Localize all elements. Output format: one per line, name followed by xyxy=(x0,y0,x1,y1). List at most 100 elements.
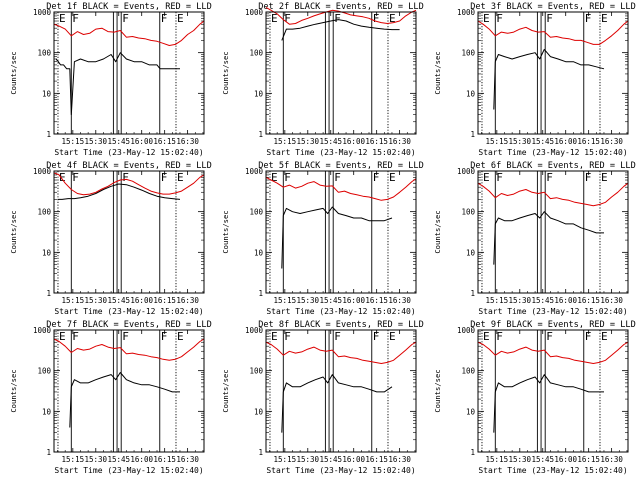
x-tick-label: 15:45 xyxy=(107,296,130,305)
x-tick-label: 16:00 xyxy=(342,455,365,464)
marker-label: F xyxy=(585,12,592,25)
y-tick-label: 1 xyxy=(46,448,51,457)
panel-det-5: Det 5f BLACK = Events, RED = LLD Counts/s… xyxy=(221,161,424,316)
x-tick-label: 15:30 xyxy=(84,455,107,464)
y-tick-label: 1 xyxy=(258,130,263,139)
x-tick-label: 15:30 xyxy=(508,455,531,464)
x-axis-label: Start Time (23-May-12 15:02:40) xyxy=(54,466,203,475)
x-tick-label: 16:30 xyxy=(176,455,199,464)
marker-label: F xyxy=(122,12,129,25)
panel-det-1: Det 1f BLACK = Events, RED = LLD Counts/s… xyxy=(9,2,212,157)
marker-label: F xyxy=(284,12,291,25)
x-axis-label: Start Time (23-May-12 15:02:40) xyxy=(266,466,415,475)
marker-label: F xyxy=(334,12,341,25)
plot-frame xyxy=(265,11,417,135)
x-tick-label: 16:15 xyxy=(153,296,176,305)
x-tick-label: 15:30 xyxy=(296,455,319,464)
y-tick-label: 1 xyxy=(46,289,51,298)
panel-det-6: Det 6f BLACK = Events, RED = LLD Counts/s… xyxy=(433,161,636,316)
marker-label: E xyxy=(59,12,66,25)
y-tick-label: 1 xyxy=(258,448,263,457)
y-tick-label: 100 xyxy=(249,49,263,58)
y-tick-label: 1000 xyxy=(457,8,476,17)
marker-label: F xyxy=(585,171,592,184)
marker-label: E xyxy=(389,330,396,343)
x-tick-label: 16:15 xyxy=(365,296,388,305)
marker-label: E xyxy=(271,12,278,25)
y-axis-label: Counts/sec xyxy=(9,51,18,94)
series-lld-line xyxy=(53,338,205,361)
series-lld-line xyxy=(53,20,205,46)
y-tick-label: 1000 xyxy=(457,167,476,176)
y-tick-label: 1 xyxy=(470,448,475,457)
y-tick-label: 1 xyxy=(470,289,475,298)
x-tick-label: 15:30 xyxy=(296,296,319,305)
x-tick-label: 16:30 xyxy=(600,455,623,464)
x-tick-label: 16:00 xyxy=(554,137,577,146)
series-events-line xyxy=(493,211,604,265)
marker-label: E xyxy=(59,330,66,343)
x-tick-label: 16:15 xyxy=(577,296,600,305)
series-events-line xyxy=(281,206,393,269)
x-tick-label: 15:30 xyxy=(508,296,531,305)
x-tick-label: 16:15 xyxy=(577,137,600,146)
x-tick-label: 16:30 xyxy=(600,137,623,146)
x-tick-label: 16:30 xyxy=(176,137,199,146)
x-tick-label: 15:45 xyxy=(531,455,554,464)
marker-label: F xyxy=(161,330,168,343)
series-events-line xyxy=(55,52,180,116)
series-events-line xyxy=(57,183,181,200)
series-events-line xyxy=(281,374,393,433)
series-events-line xyxy=(69,372,180,428)
marker-label: F xyxy=(496,330,503,343)
y-tick-label: 10 xyxy=(254,89,264,98)
x-axis-label: Start Time (23-May-12 15:02:40) xyxy=(478,466,627,475)
x-tick-label: 15:45 xyxy=(531,296,554,305)
x-tick-label: 15:30 xyxy=(296,137,319,146)
panel-title: Det 5f BLACK = Events, RED = LLD xyxy=(258,161,424,171)
plot-frame xyxy=(477,170,629,294)
y-tick-label: 10 xyxy=(42,89,52,98)
x-tick-label: 15:45 xyxy=(319,137,342,146)
series-lld-line xyxy=(265,176,417,201)
x-tick-label: 15:15 xyxy=(274,137,297,146)
marker-label: E xyxy=(177,330,184,343)
x-tick-label: 16:00 xyxy=(130,296,153,305)
x-tick-label: 16:30 xyxy=(176,296,199,305)
plot-frame xyxy=(265,329,417,453)
x-tick-label: 16:00 xyxy=(130,137,153,146)
y-tick-label: 100 xyxy=(461,367,475,376)
x-tick-label: 15:15 xyxy=(486,137,509,146)
marker-label: F xyxy=(161,12,168,25)
y-tick-label: 10 xyxy=(42,407,52,416)
marker-label: F xyxy=(334,330,341,343)
y-tick-label: 10 xyxy=(466,248,476,257)
x-tick-label: 16:30 xyxy=(388,296,411,305)
x-tick-label: 16:30 xyxy=(388,455,411,464)
y-axis-label: Counts/sec xyxy=(433,51,442,94)
x-tick-label: 15:15 xyxy=(274,296,297,305)
x-tick-label: 16:00 xyxy=(130,455,153,464)
x-tick-label: 16:30 xyxy=(600,296,623,305)
y-tick-label: 1 xyxy=(46,130,51,139)
marker-label: F xyxy=(585,330,592,343)
y-tick-label: 1000 xyxy=(245,8,264,17)
x-tick-label: 16:15 xyxy=(365,455,388,464)
panel-title: Det 9f BLACK = Events, RED = LLD xyxy=(470,320,636,330)
y-tick-label: 1000 xyxy=(457,326,476,335)
x-tick-label: 15:30 xyxy=(508,137,531,146)
y-axis-label: Counts/sec xyxy=(221,210,230,253)
x-tick-label: 16:15 xyxy=(577,455,600,464)
x-tick-label: 15:45 xyxy=(319,296,342,305)
x-axis-label: Start Time (23-May-12 15:02:40) xyxy=(266,307,415,316)
marker-label: E xyxy=(601,171,608,184)
panel-title: Det 2f BLACK = Events, RED = LLD xyxy=(258,2,424,12)
marker-label: F xyxy=(334,171,341,184)
plot-frame xyxy=(477,329,629,453)
panel-det-9: Det 9f BLACK = Events, RED = LLD Counts/s… xyxy=(433,320,636,475)
y-tick-label: 100 xyxy=(461,208,475,217)
plot-frame xyxy=(53,11,205,135)
